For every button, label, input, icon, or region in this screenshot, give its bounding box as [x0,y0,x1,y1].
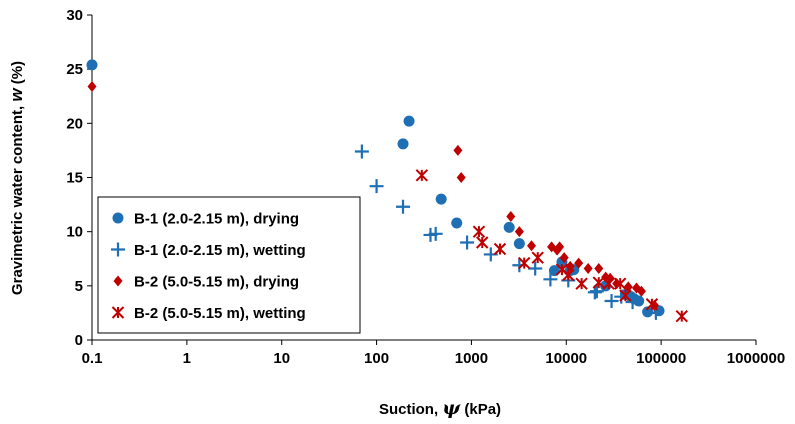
data-point [613,277,627,290]
x-tick-label: 10 [273,350,290,367]
legend-label: B-1 (2.0-2.15 m), drying [134,211,299,228]
y-axis-title-symbol: w [7,87,26,102]
data-point [642,306,654,318]
data-point [435,193,447,205]
data-point [594,263,604,274]
series-3 [87,81,659,311]
data-point [543,272,558,287]
data-point [397,138,409,150]
data-point [583,263,593,274]
legend-label: B-1 (2.0-2.15 m), wetting [134,242,306,259]
data-point [604,294,619,308]
data-point [493,242,507,256]
data-point [565,260,575,272]
data-point [456,172,466,183]
data-point [592,276,605,289]
data-point [369,179,384,194]
data-point [453,144,463,156]
legend-label: B-2 (5.0-5.15 m), drying [134,274,299,291]
x-tick-label: 1000000 [727,350,785,367]
legend-entry: B-1 (2.0-2.15 m), wetting [111,242,306,259]
y-tick-label: 5 [75,278,83,295]
y-tick-label: 25 [66,61,83,78]
data-point [460,235,475,250]
data-point [354,144,369,159]
y-axis-title-prefix: Gravimetric water content, [9,102,26,295]
legend-entry: B-2 (5.0-5.15 m), drying [113,274,299,291]
data-point [636,285,646,297]
y-tick-label: 0 [75,332,83,349]
data-point [514,226,524,238]
x-axis-title-prefix: Suction, [379,401,442,418]
data-point [574,257,584,269]
data-point [476,236,489,249]
data-point [623,281,633,293]
legend-entry: B-2 (5.0-5.15 m), wetting [111,305,306,322]
x-axis-title-suffix: (kPa) [460,401,501,418]
legend-label: B-2 (5.0-5.15 m), wetting [134,305,306,322]
data-point [403,115,415,127]
x-tick-label: 0.1 [82,350,103,367]
data-point [619,289,632,302]
data-point [589,284,604,299]
y-axis-title: Gravimetric water content, w (%) [7,61,26,295]
x-tick-label: 10000 [545,350,587,367]
data-point [527,240,537,252]
data-point [562,268,575,282]
x-tick-label: 1000 [455,350,488,367]
data-point [612,278,622,290]
data-point [555,241,565,253]
data-point [602,277,615,290]
data-point [528,261,543,276]
data-point [559,252,569,264]
data-point [531,251,544,264]
x-tick-label: 100000 [636,350,686,367]
data-point [575,277,588,290]
data-point [396,199,411,214]
y-tick-label: 10 [66,224,83,241]
legend-box [97,196,361,334]
x-axis-title: Suction, ψ (kPa) [379,397,501,419]
data-point [87,81,97,92]
legend-entry: B-1 (2.0-2.15 m), drying [112,211,299,228]
data-point [428,226,443,241]
data-point [472,225,486,238]
data-point [513,238,525,250]
data-point [503,221,515,233]
x-axis-title-symbol: ψ [442,397,461,419]
data-point [506,211,516,222]
data-point [645,298,659,311]
y-tick-label: 20 [66,115,83,132]
data-point [415,169,429,182]
data-point [625,295,640,310]
legend-marker [111,306,125,319]
series-4 [415,169,688,323]
y-tick-label: 30 [66,7,83,24]
y-tick-label: 15 [66,170,83,187]
y-axis-title-suffix: (%) [9,61,26,89]
x-tick-label: 100 [364,350,389,367]
data-point [451,217,463,229]
data-point [675,309,688,323]
data-point [86,59,98,71]
legend-marker [112,212,124,224]
x-tick-label: 1 [183,350,191,367]
legend-marker [111,242,125,257]
data-point [517,256,531,270]
legend-marker [113,275,123,287]
